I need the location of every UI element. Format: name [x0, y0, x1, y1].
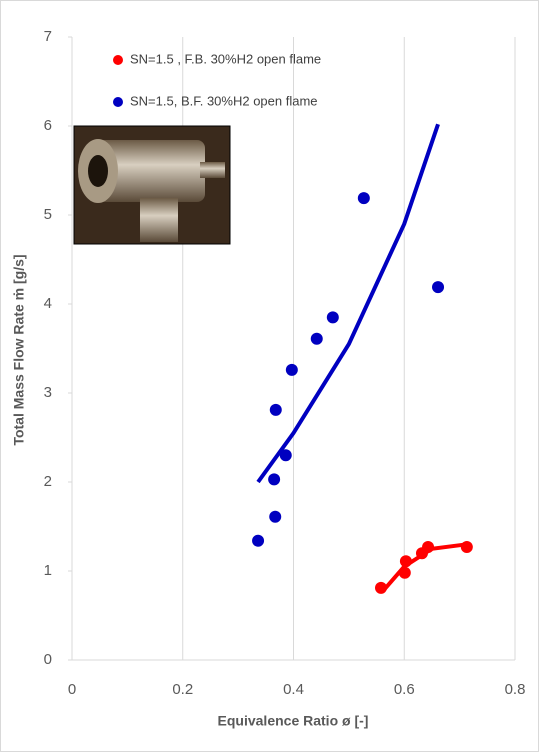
data-point [374, 581, 387, 594]
data-point [269, 403, 282, 416]
y-tick-label: 6 [44, 117, 52, 134]
data-point [422, 540, 435, 553]
data-point [269, 510, 282, 523]
x-tick-label: 0.8 [505, 681, 526, 698]
data-point [398, 566, 411, 579]
data-point [326, 311, 339, 324]
y-axis-label: Total Mass Flow Rate ṁ [g/s] [11, 254, 27, 445]
y-tick-label: 2 [44, 473, 52, 490]
legend-label: SN=1.5 , F.B. 30%H2 open flame [130, 51, 321, 66]
y-tick-label: 0 [44, 651, 52, 668]
data-point [399, 555, 412, 568]
x-tick-label: 0.4 [283, 681, 304, 698]
data-point [357, 192, 370, 205]
x-axis-label: Equivalence Ratio ø [-] [218, 713, 369, 729]
x-tick-label: 0 [68, 681, 76, 698]
y-tick-label: 1 [44, 562, 52, 579]
legend-label: SN=1.5, B.F. 30%H2 open flame [130, 93, 318, 108]
data-point [279, 449, 292, 462]
y-tick-label: 3 [44, 384, 52, 401]
trend-line [256, 123, 440, 484]
y-tick-label: 7 [44, 28, 52, 45]
data-point [310, 332, 323, 345]
legend-marker [113, 97, 123, 107]
data-point [252, 534, 265, 547]
data-point [268, 473, 281, 486]
y-tick-label: 4 [44, 295, 52, 312]
data-point [285, 363, 298, 376]
data-point [432, 281, 445, 294]
data-point [460, 540, 473, 553]
x-tick-label: 0.6 [394, 681, 415, 698]
legend-marker [113, 55, 123, 65]
inset-photo [73, 125, 231, 245]
y-tick-label: 5 [44, 206, 52, 223]
x-tick-label: 0.2 [172, 681, 193, 698]
